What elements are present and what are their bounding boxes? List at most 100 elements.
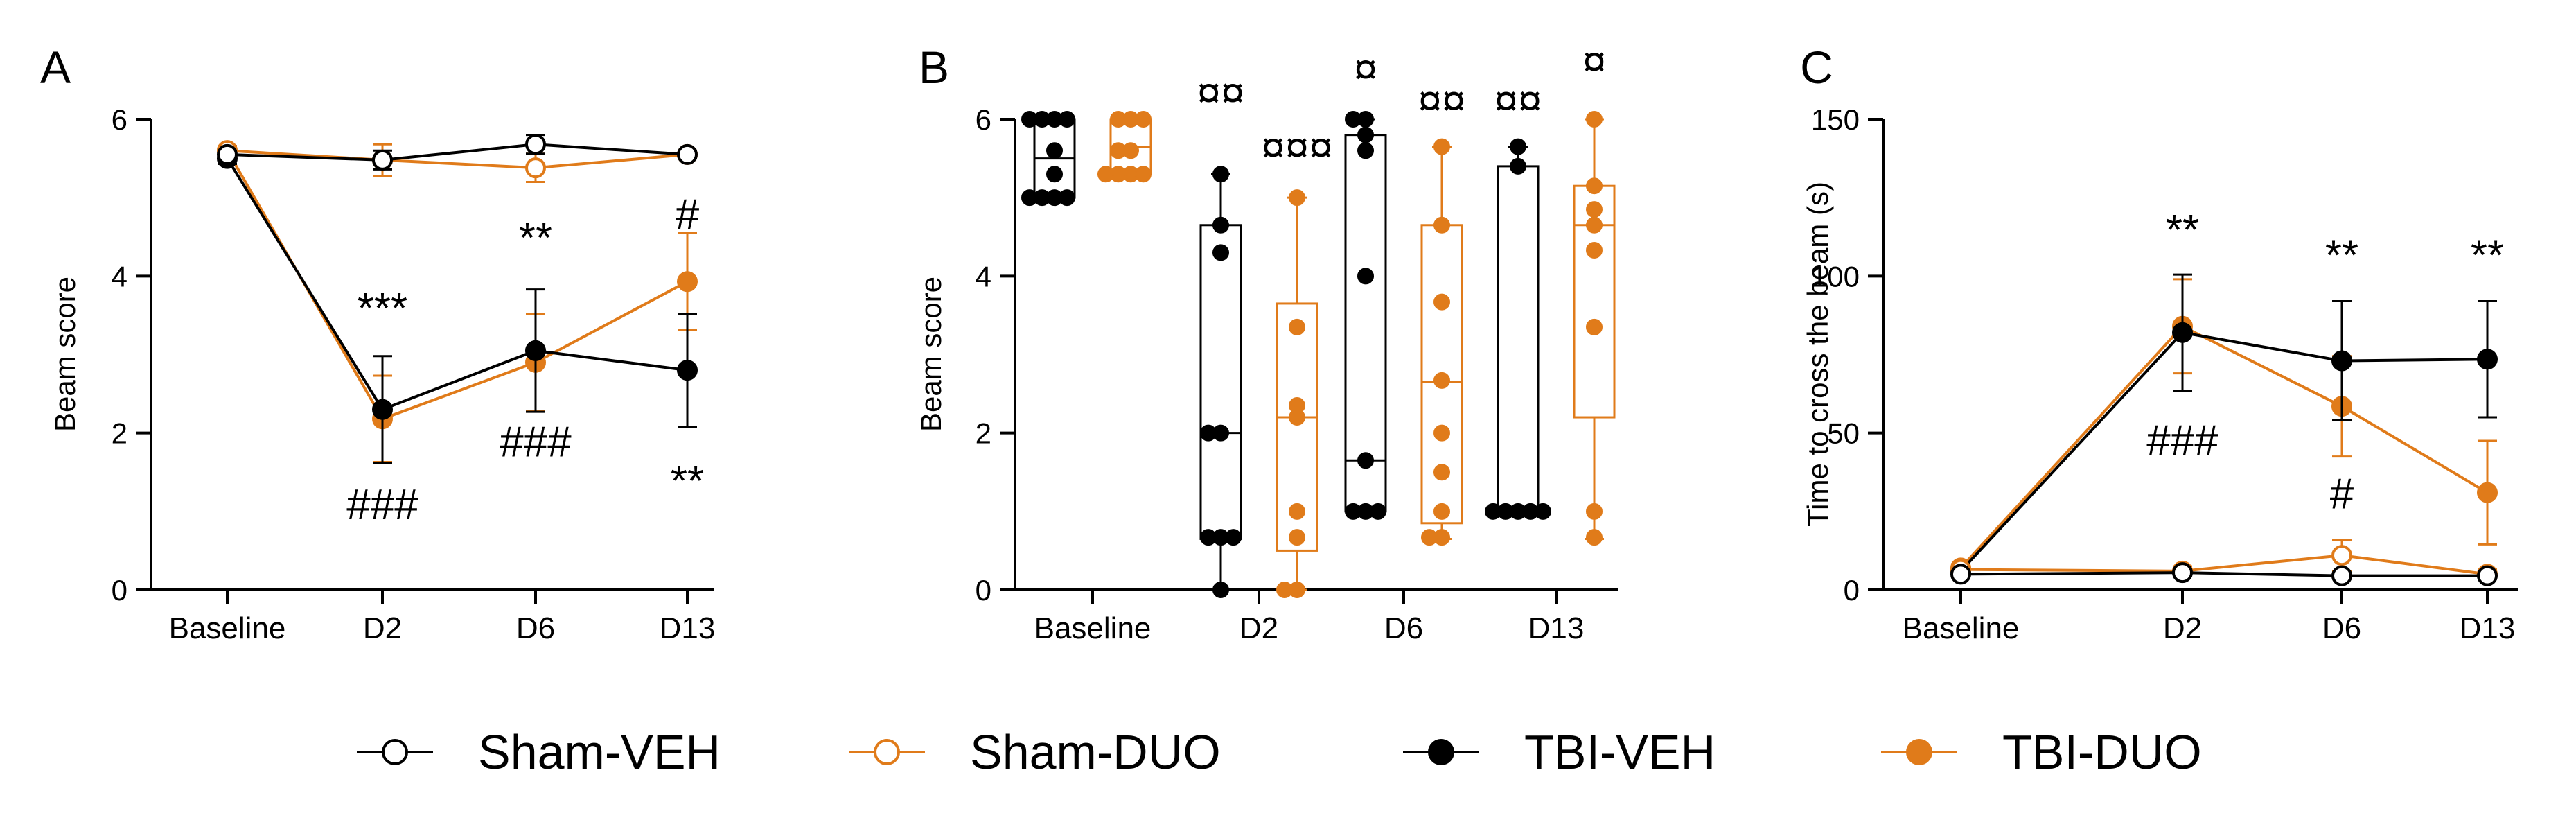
y-tick-label: 100 [1811,260,1860,293]
box-point-tbi-duo [1110,142,1127,159]
series-line-tbi-duo [226,150,688,421]
legend-marker [382,739,408,765]
box-point-tbi-veh [1021,111,1038,128]
data-point-tbi-duo [677,271,698,293]
panel-label: B [919,42,949,93]
y-axis-label: Time to cross the beam (s) [1801,182,1834,527]
data-point-tbi-veh [2477,349,2498,370]
legend-marker [1906,739,1932,765]
box-point-tbi-veh [1059,111,1075,128]
significance-annotation: ** [671,457,704,505]
box-point-tbi-veh [1212,244,1229,261]
box-tbi-duo [1276,302,1318,552]
significance-annotation: # [2330,470,2354,518]
box-point-tbi-veh [1357,268,1374,285]
x-tick-label: D2 [363,611,402,645]
y-tick-label: 6 [112,103,127,136]
data-point-sham-duo [2331,545,2352,566]
series-line-sham-veh [227,143,688,162]
box-point-tbi-veh [1510,157,1526,175]
box-point-tbi-veh [1357,452,1374,469]
y-tick-label: 0 [1844,574,1860,607]
significance-annotation: ¤¤ [1197,69,1245,117]
significance-annotation: ** [2325,232,2358,279]
x-tick-label: D13 [2460,611,2516,645]
x-tick-label: Baseline [1903,611,2020,645]
box-point-tbi-duo [1433,503,1450,520]
series-line-tbi-veh [226,157,688,412]
series-line-sham-duo [1960,554,2488,576]
data-point-tbi-duo [2477,482,2498,503]
legend-marker [1428,739,1454,765]
significance-annotation: ¤¤ [1418,77,1466,125]
legend-marker [874,739,900,765]
significance-annotation: ¤ [1582,38,1606,86]
box-point-tbi-duo [1586,529,1603,546]
y-tick-label: 6 [976,103,991,136]
box-point-tbi-duo [1289,189,1305,207]
significance-annotation: ### [346,481,418,529]
x-tick-label: D2 [2163,611,2202,645]
series-line-sham-duo [227,149,688,170]
box-point-tbi-duo [1433,216,1450,234]
y-tick-label: 50 [1827,417,1860,450]
box-point-tbi-veh [1212,166,1229,183]
legend-label: Sham-DUO [970,725,1221,779]
x-tick-label: D2 [1240,611,1278,645]
y-tick-label: 0 [976,574,991,607]
box-point-tbi-duo [1433,372,1450,389]
y-tick-label: 150 [1811,103,1860,136]
box-point-tbi-veh [1535,503,1551,520]
box-point-tbi-duo [1586,318,1603,335]
legend: Sham-VEH Sham-DUO TBI-VEH TBI-DUO [357,725,2202,779]
data-point-sham-veh [1950,564,1971,585]
box-point-tbi-veh [1059,189,1075,207]
data-point-tbi-veh [2172,322,2193,343]
significance-annotation: ¤¤¤ [1261,124,1332,172]
box-point-tbi-duo [1135,111,1152,128]
x-tick-label: D6 [1384,611,1423,645]
significance-annotation: ** [2166,207,2199,254]
box-point-tbi-veh [1021,189,1038,207]
significance-annotation: ### [500,419,572,466]
box-point-tbi-duo [1433,424,1450,442]
box-point-tbi-duo [1433,464,1450,481]
box-point-tbi-veh [1212,216,1229,234]
series-line-sham-veh [1960,571,2487,577]
box-point-tbi-duo [1289,529,1305,546]
data-point-tbi-veh [2331,350,2352,372]
box-point-tbi-veh [1357,142,1374,159]
box-point-tbi-duo [1586,111,1603,128]
box-point-tbi-duo [1421,529,1438,546]
data-point-tbi-veh [677,360,698,381]
data-point-sham-veh [217,143,238,165]
data-point-tbi-veh [525,340,546,361]
data-point-sham-veh [2331,565,2352,586]
significance-annotation: ** [519,214,552,262]
x-tick-label: D13 [1528,611,1585,645]
y-tick-label: 0 [112,574,127,607]
x-tick-label: Baseline [1034,611,1152,645]
box-point-tbi-veh [1212,582,1229,598]
box-point-tbi-duo [1097,166,1114,183]
box-point-tbi-duo [1289,503,1305,520]
legend-label: TBI-DUO [2002,725,2202,779]
legend-label: TBI-VEH [1524,725,1715,779]
box-point-tbi-veh [1046,166,1063,183]
box-point-tbi-duo [1586,201,1603,218]
significance-annotation: *** [358,285,407,333]
box-point-tbi-veh [1510,138,1526,155]
box-point-tbi-duo [1289,318,1305,335]
box-point-tbi-veh [1345,111,1361,128]
box-tbi-veh [1497,165,1540,513]
x-tick-label: D13 [660,611,716,645]
box-point-tbi-veh [1225,529,1242,546]
significance-annotation: ¤¤ [1494,77,1542,125]
y-axis-label: Beam score [915,277,947,432]
box-point-tbi-veh [1200,529,1217,546]
series-line-tbi-duo [1959,324,2489,569]
box-point-tbi-duo [1586,241,1603,259]
box-point-tbi-duo [1276,582,1293,598]
